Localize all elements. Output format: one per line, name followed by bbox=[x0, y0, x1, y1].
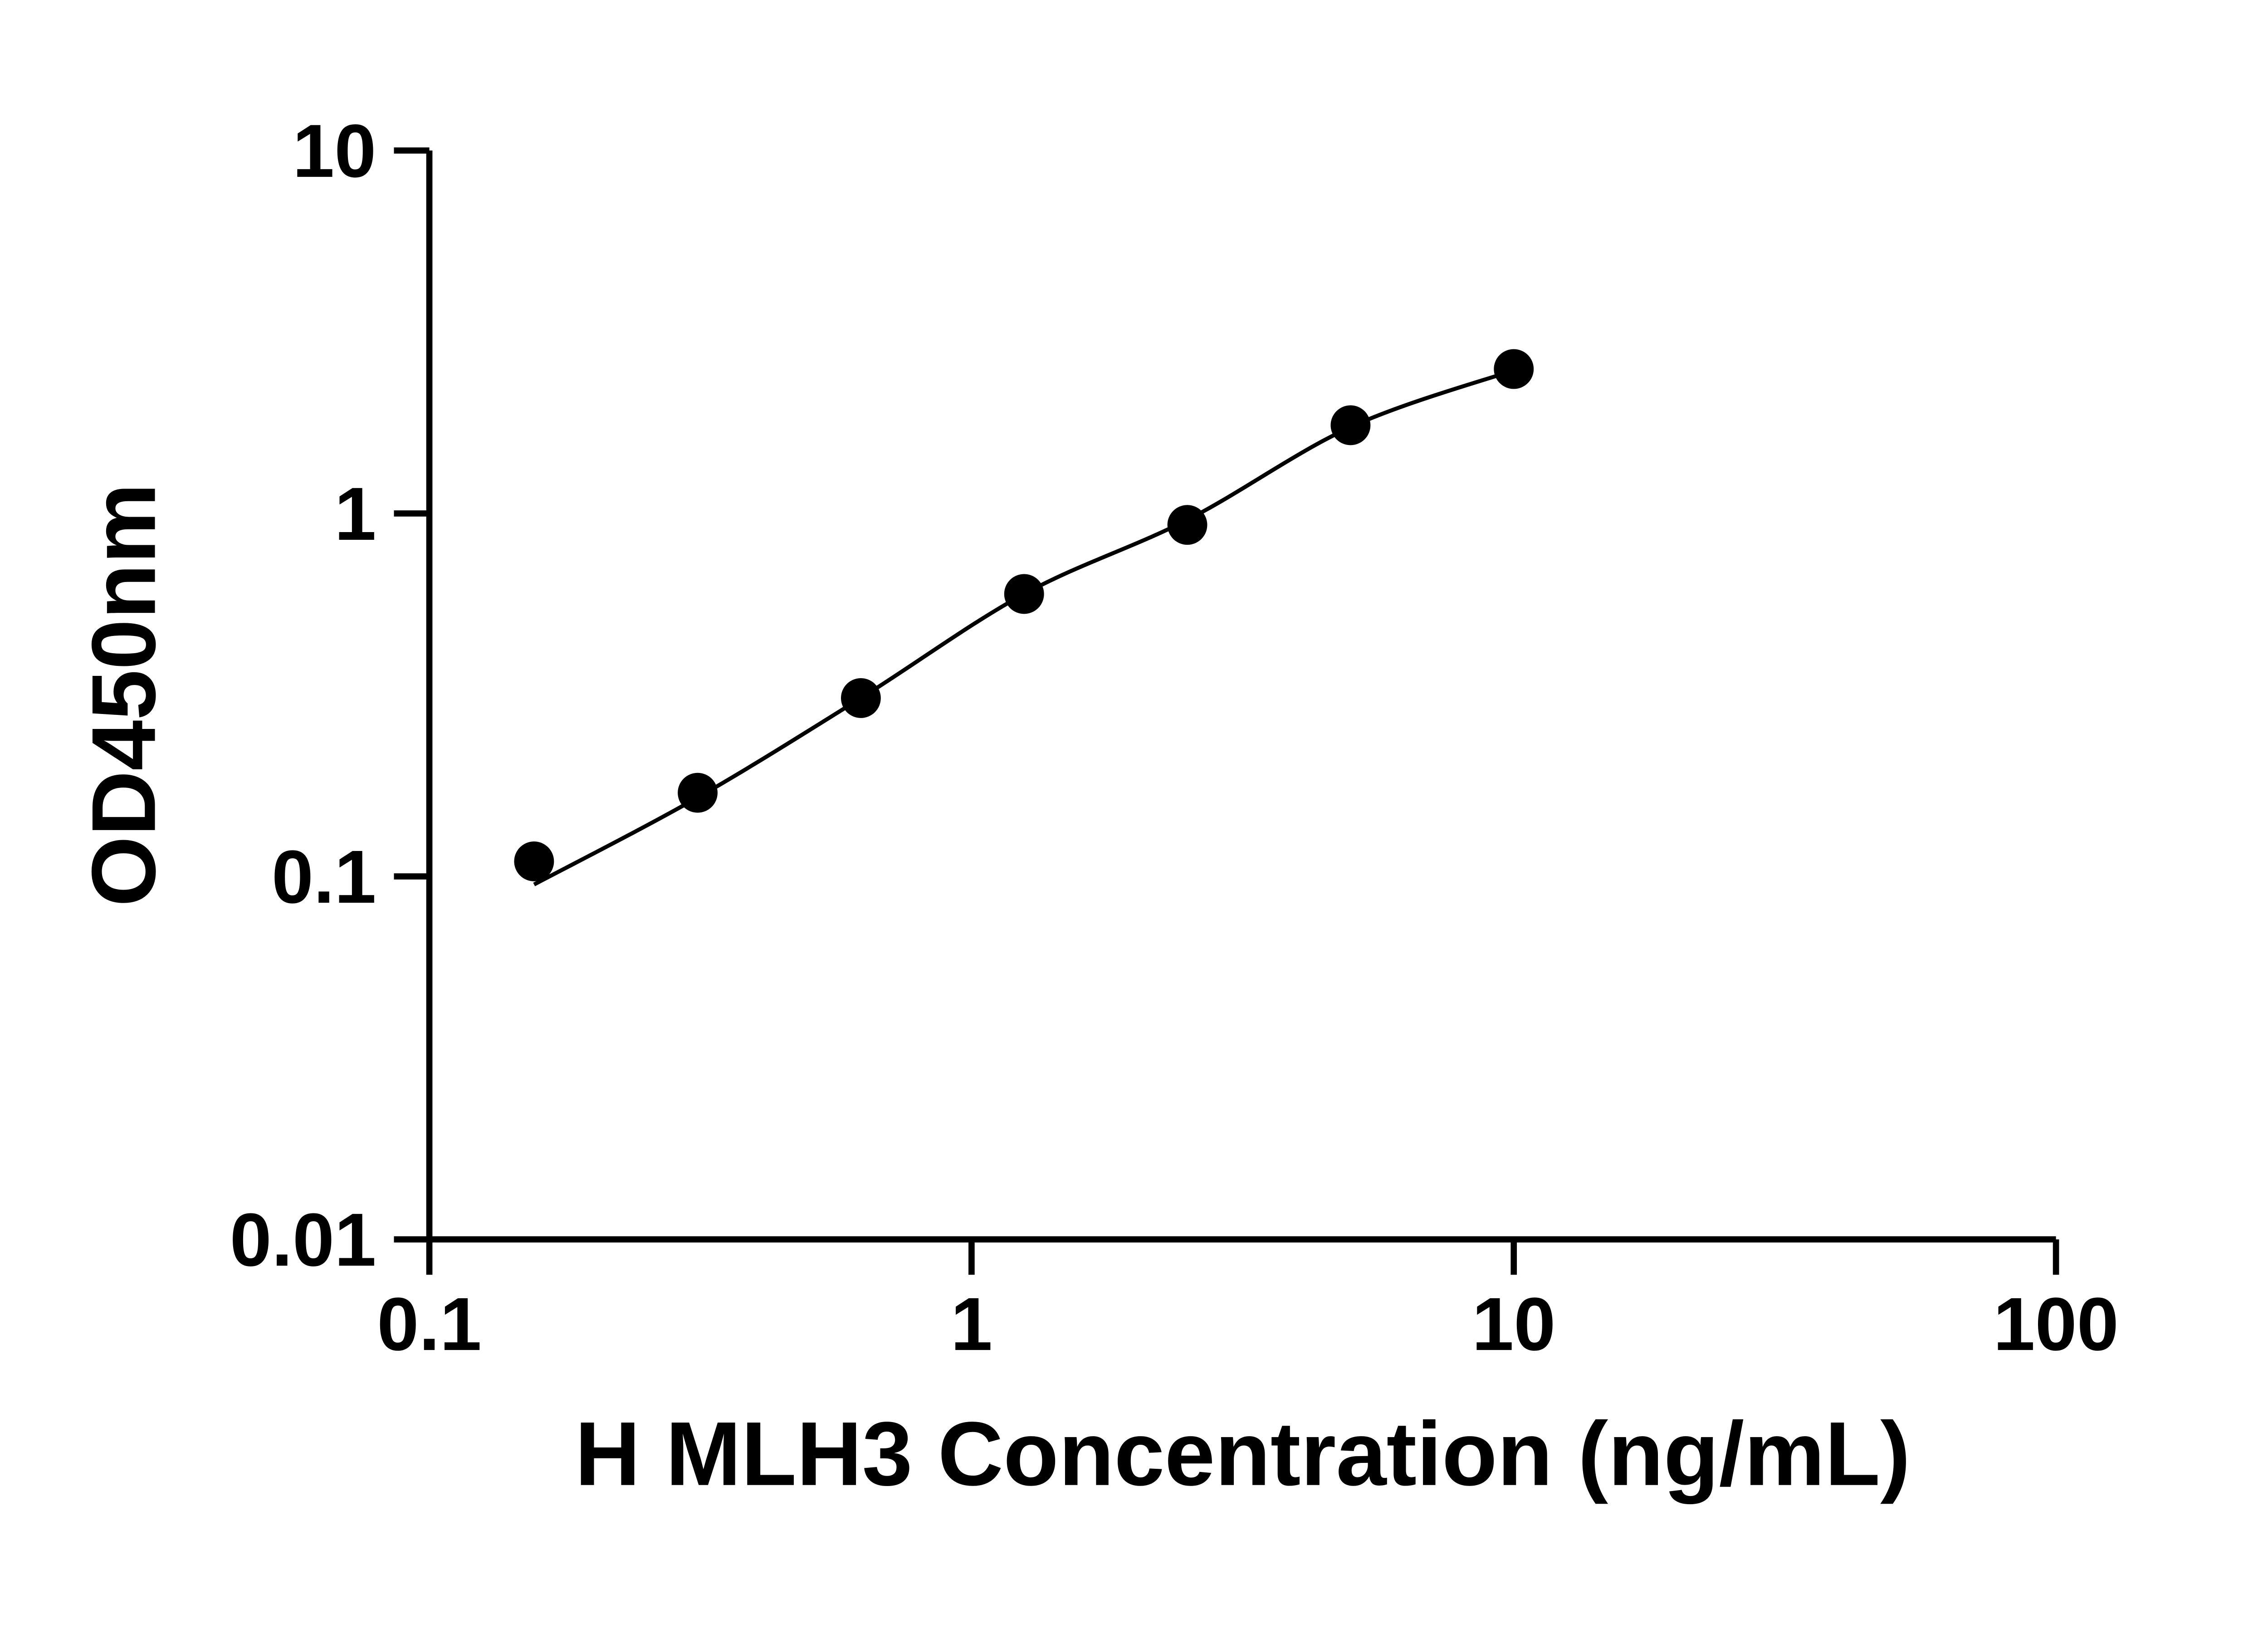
fit-curve-line bbox=[533, 368, 1515, 886]
x-axis-tick-label: 1 bbox=[951, 1282, 992, 1366]
data-point bbox=[1330, 405, 1371, 445]
x-axis-tick-label: 0.1 bbox=[377, 1282, 482, 1366]
x-axis-tick-label: 100 bbox=[1993, 1282, 2119, 1366]
x-axis-title: H MLH3 Concentration (ng/mL) bbox=[575, 1403, 1910, 1505]
elisa-standard-curve-page: 0.01 0.1 1 10 0.1 1 10 100 H MLH3 Concentration … bbox=[73, 109, 2119, 1505]
y-axis-tick-label: 0.01 bbox=[230, 1198, 376, 1282]
y-axis-tick-label: 1 bbox=[334, 472, 376, 556]
y-axis-tick-label: 10 bbox=[293, 109, 376, 193]
data-point bbox=[514, 841, 554, 881]
x-axis-tick-label: 10 bbox=[1472, 1282, 1556, 1366]
data-point bbox=[678, 772, 718, 813]
data-point bbox=[1167, 505, 1207, 545]
y-axis-title: OD450nm bbox=[73, 483, 175, 907]
data-point bbox=[841, 678, 881, 718]
data-point bbox=[1004, 574, 1044, 614]
data-point bbox=[1494, 349, 1534, 389]
y-axis-tick-label: 0.1 bbox=[272, 835, 376, 919]
